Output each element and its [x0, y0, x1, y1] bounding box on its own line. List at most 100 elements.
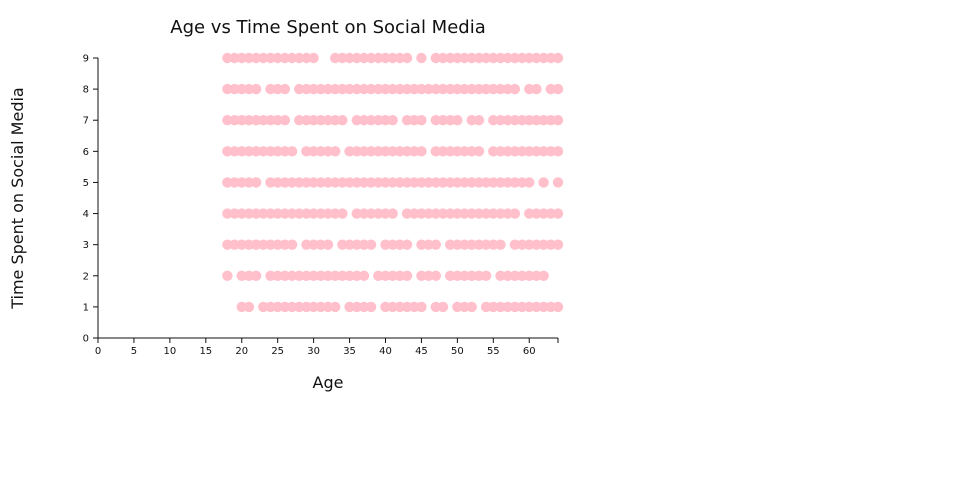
scatter-point — [380, 239, 391, 250]
x-tick-label: 60 — [523, 346, 536, 357]
x-tick-label: 20 — [235, 346, 248, 357]
scatter-point — [250, 52, 262, 64]
scatter-point — [545, 52, 557, 64]
scatter-point — [480, 177, 492, 188]
scatter-point — [222, 83, 233, 95]
y-tick-label: 1 — [83, 302, 89, 313]
scatter-point — [344, 52, 355, 64]
scatter-point — [265, 177, 276, 188]
scatter-point — [452, 239, 463, 250]
scatter-point — [401, 83, 413, 95]
scatter-point — [337, 208, 348, 219]
scatter-point — [387, 239, 398, 250]
scatter-point — [272, 239, 283, 250]
scatter-point — [301, 115, 312, 126]
scatter-point — [279, 208, 291, 219]
scatter-point — [416, 208, 427, 219]
scatter-point — [531, 115, 542, 126]
scatter-point — [552, 115, 564, 126]
scatter-point — [329, 115, 341, 126]
scatter-point — [524, 208, 535, 219]
scatter-point — [488, 239, 499, 250]
x-tick-label: 15 — [199, 346, 212, 357]
scatter-point — [329, 177, 341, 188]
scatter-point — [308, 83, 319, 95]
scatter-point — [430, 83, 442, 95]
scatter-point — [401, 239, 413, 250]
scatter-point — [495, 83, 506, 95]
scatter-point — [222, 270, 233, 281]
scatter-point — [365, 115, 377, 126]
scatter-point — [344, 177, 355, 188]
scatter-point — [344, 146, 355, 157]
scatter-point — [538, 301, 549, 313]
scatter-point — [272, 83, 283, 95]
scatter-point — [495, 208, 506, 219]
scatter-point — [265, 115, 276, 126]
scatter-point — [480, 270, 492, 281]
scatter-point — [250, 239, 262, 250]
scatter-point — [329, 301, 341, 313]
scatter-point — [538, 115, 549, 126]
scatter-point — [301, 52, 312, 64]
scatter-point — [365, 146, 377, 157]
scatter-point — [222, 208, 233, 219]
scatter-point — [358, 270, 370, 281]
scatter-point — [373, 270, 384, 281]
scatter-point — [279, 83, 291, 95]
scatter-point — [294, 208, 305, 219]
scatter-point — [538, 239, 549, 250]
scatter-point — [466, 208, 477, 219]
scatter-point — [473, 270, 485, 281]
scatter-point — [229, 52, 240, 64]
scatter-point — [452, 83, 463, 95]
scatter-point — [337, 115, 348, 126]
scatter-point — [488, 52, 499, 64]
scatter-point — [265, 270, 276, 281]
scatter-point — [272, 208, 283, 219]
scatter-point — [531, 83, 542, 95]
scatter-point — [545, 239, 557, 250]
scatter-point — [301, 270, 312, 281]
scatter-point — [236, 239, 247, 250]
scatter-point — [430, 52, 442, 64]
scatter-point — [279, 239, 291, 250]
scatter-point — [250, 146, 262, 157]
scatter-point — [545, 115, 557, 126]
scatter-point — [473, 239, 485, 250]
scatter-point — [444, 83, 456, 95]
scatter-point — [452, 115, 463, 126]
scatter-point — [301, 83, 312, 95]
x-tick-label: 30 — [307, 346, 320, 357]
scatter-point — [394, 270, 406, 281]
scatter-point — [258, 208, 269, 219]
scatter-point — [473, 177, 485, 188]
scatter-point — [430, 270, 442, 281]
scatter-point — [444, 115, 456, 126]
scatter-point — [502, 146, 513, 157]
scatter-point — [509, 239, 521, 250]
scatter-point — [524, 52, 535, 64]
scatter-point — [243, 301, 255, 313]
scatter-point — [459, 208, 470, 219]
scatter-point — [416, 177, 427, 188]
scatter-point — [294, 270, 305, 281]
scatter-point — [444, 146, 456, 157]
scatter-point — [272, 177, 283, 188]
scatter-point — [524, 270, 535, 281]
scatter-point — [473, 52, 485, 64]
scatter-point — [279, 146, 291, 157]
x-tick-label: 50 — [451, 346, 464, 357]
scatter-point — [315, 115, 327, 126]
scatter-point — [236, 301, 247, 313]
scatter-point — [373, 177, 384, 188]
scatter-point — [229, 208, 240, 219]
scatter-point — [409, 208, 420, 219]
scatter-point — [387, 208, 398, 219]
scatter-point — [444, 52, 456, 64]
scatter-point — [243, 239, 255, 250]
scatter-point — [358, 301, 370, 313]
scatter-point — [272, 301, 283, 313]
scatter-point — [286, 177, 298, 188]
scatter-point — [552, 239, 564, 250]
